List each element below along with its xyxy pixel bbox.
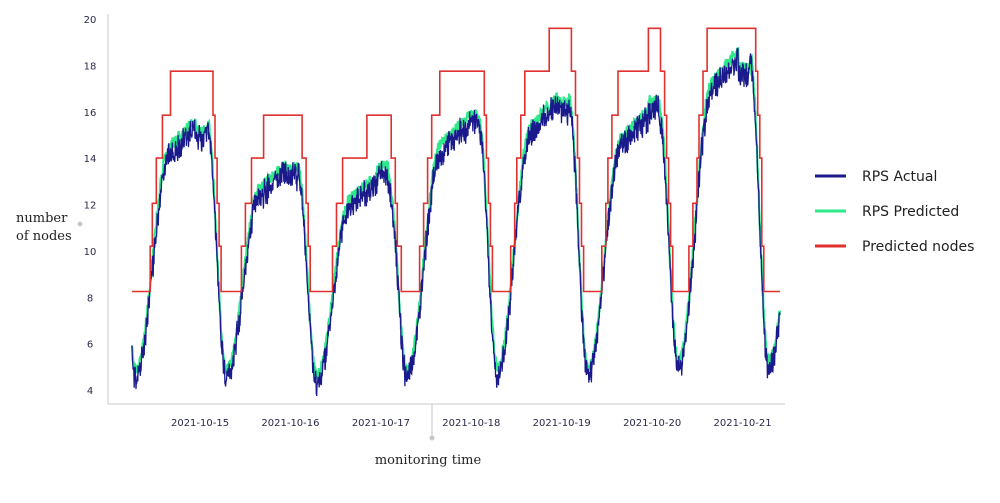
series-line-rps-actual — [131, 48, 781, 397]
x-tick-label: 2021-10-21 — [713, 418, 771, 429]
series-line-predicted-nodes — [132, 27, 780, 293]
y-tick-label: 14 — [84, 154, 97, 165]
series-layer — [130, 27, 782, 397]
y-tick-label: 4 — [87, 386, 93, 397]
y-axis-label-line2: of nodes — [16, 229, 72, 244]
y-axis-ticks: 4 6 8 10 12 14 16 18 20 — [84, 15, 97, 397]
y-tick-label: 18 — [84, 61, 97, 72]
legend-label: RPS Actual — [862, 169, 937, 185]
x-tick-label: 2021-10-18 — [442, 418, 500, 429]
x-axis-label: monitoring time — [375, 453, 482, 468]
x-tick-label: 2021-10-19 — [533, 418, 591, 429]
x-tick-label: 2021-10-16 — [261, 418, 319, 429]
legend-label: RPS Predicted — [862, 204, 959, 220]
y-tick-label: 8 — [87, 293, 93, 304]
y-axis-label-line1: number — [16, 211, 68, 226]
legend: RPS Actual RPS Predicted Predicted nodes — [815, 169, 974, 255]
x-tick-label: 2021-10-20 — [623, 418, 681, 429]
y-tick-label: 6 — [87, 340, 93, 351]
series-line-rps-predicted — [130, 47, 782, 380]
x-axis-ticks: 2021-10-15 2021-10-16 2021-10-17 2021-10-18… — [171, 418, 772, 429]
y-tick-label: 10 — [84, 247, 97, 258]
y-tick-label: 16 — [84, 108, 97, 119]
legend-label: Predicted nodes — [862, 239, 974, 255]
y-tick-label: 12 — [84, 201, 97, 212]
x-tick-label: 2021-10-15 — [171, 418, 229, 429]
y-axis-marker — [77, 221, 83, 227]
x-tick-label: 2021-10-17 — [352, 418, 410, 429]
y-tick-label: 20 — [84, 15, 97, 26]
x-axis-marker — [429, 435, 435, 441]
